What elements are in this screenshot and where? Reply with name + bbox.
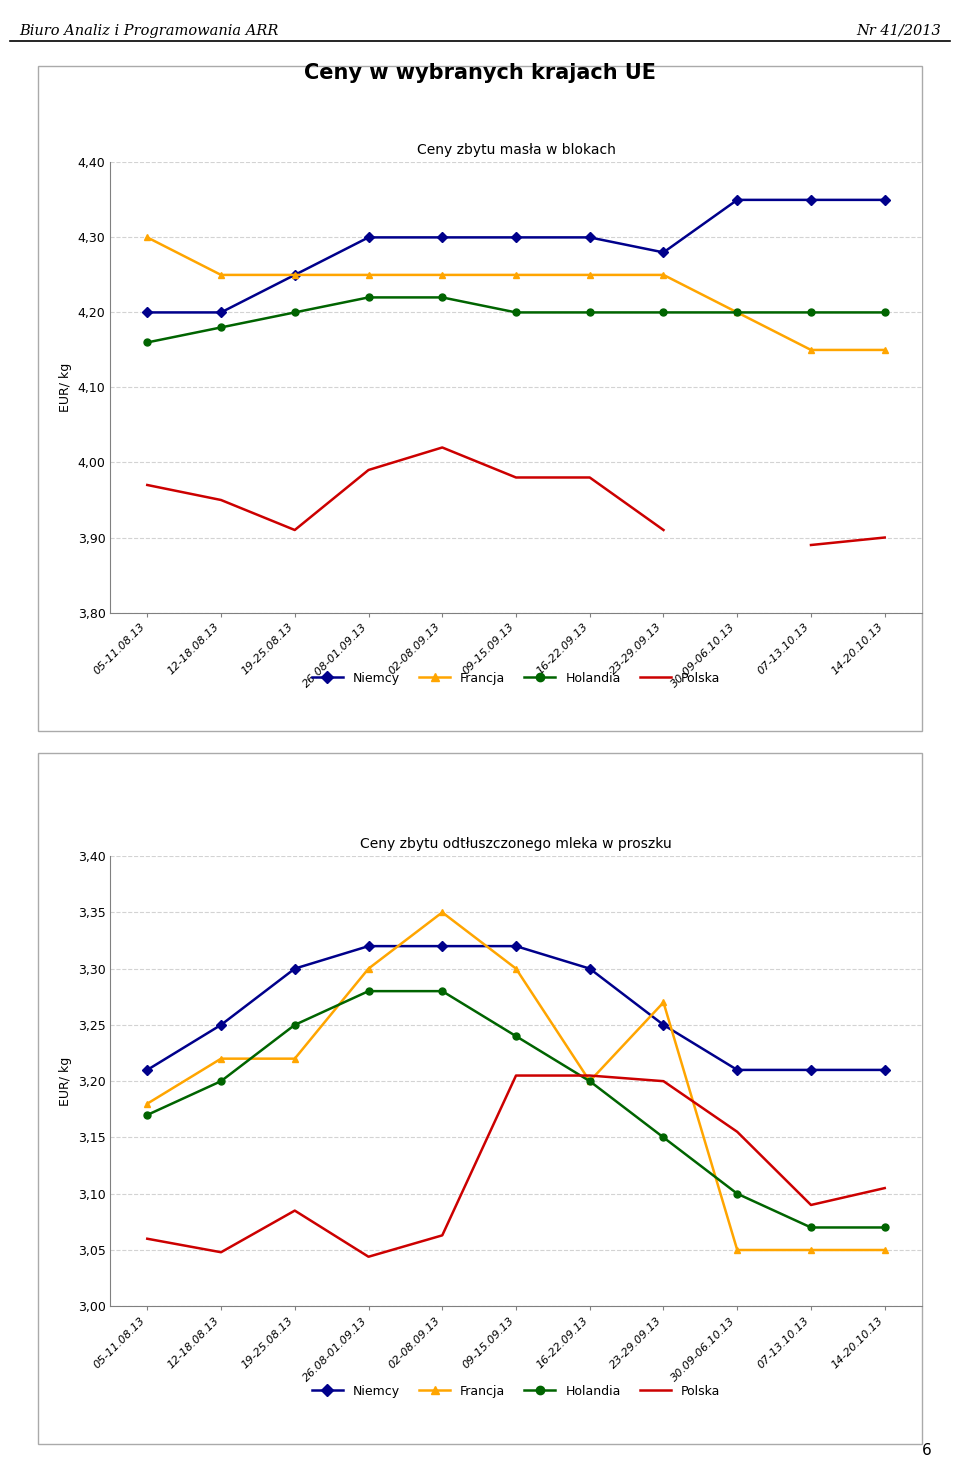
Text: Biuro Analiz i Programowania ARR: Biuro Analiz i Programowania ARR <box>19 24 278 37</box>
Title: Ceny zbytu masła w blokach: Ceny zbytu masła w blokach <box>417 143 615 156</box>
Text: Ceny w wybranych krajach UE: Ceny w wybranych krajach UE <box>304 63 656 84</box>
Legend: Niemcy, Francja, Holandia, Polska: Niemcy, Francja, Holandia, Polska <box>307 667 725 689</box>
Legend: Niemcy, Francja, Holandia, Polska: Niemcy, Francja, Holandia, Polska <box>307 1380 725 1402</box>
Text: 6: 6 <box>922 1444 931 1458</box>
Text: Nr 41/2013: Nr 41/2013 <box>856 24 941 37</box>
Y-axis label: EUR/ kg: EUR/ kg <box>60 1057 72 1106</box>
Title: Ceny zbytu odtłuszczonego mleka w proszku: Ceny zbytu odtłuszczonego mleka w proszk… <box>360 837 672 850</box>
Y-axis label: EUR/ kg: EUR/ kg <box>60 363 72 412</box>
